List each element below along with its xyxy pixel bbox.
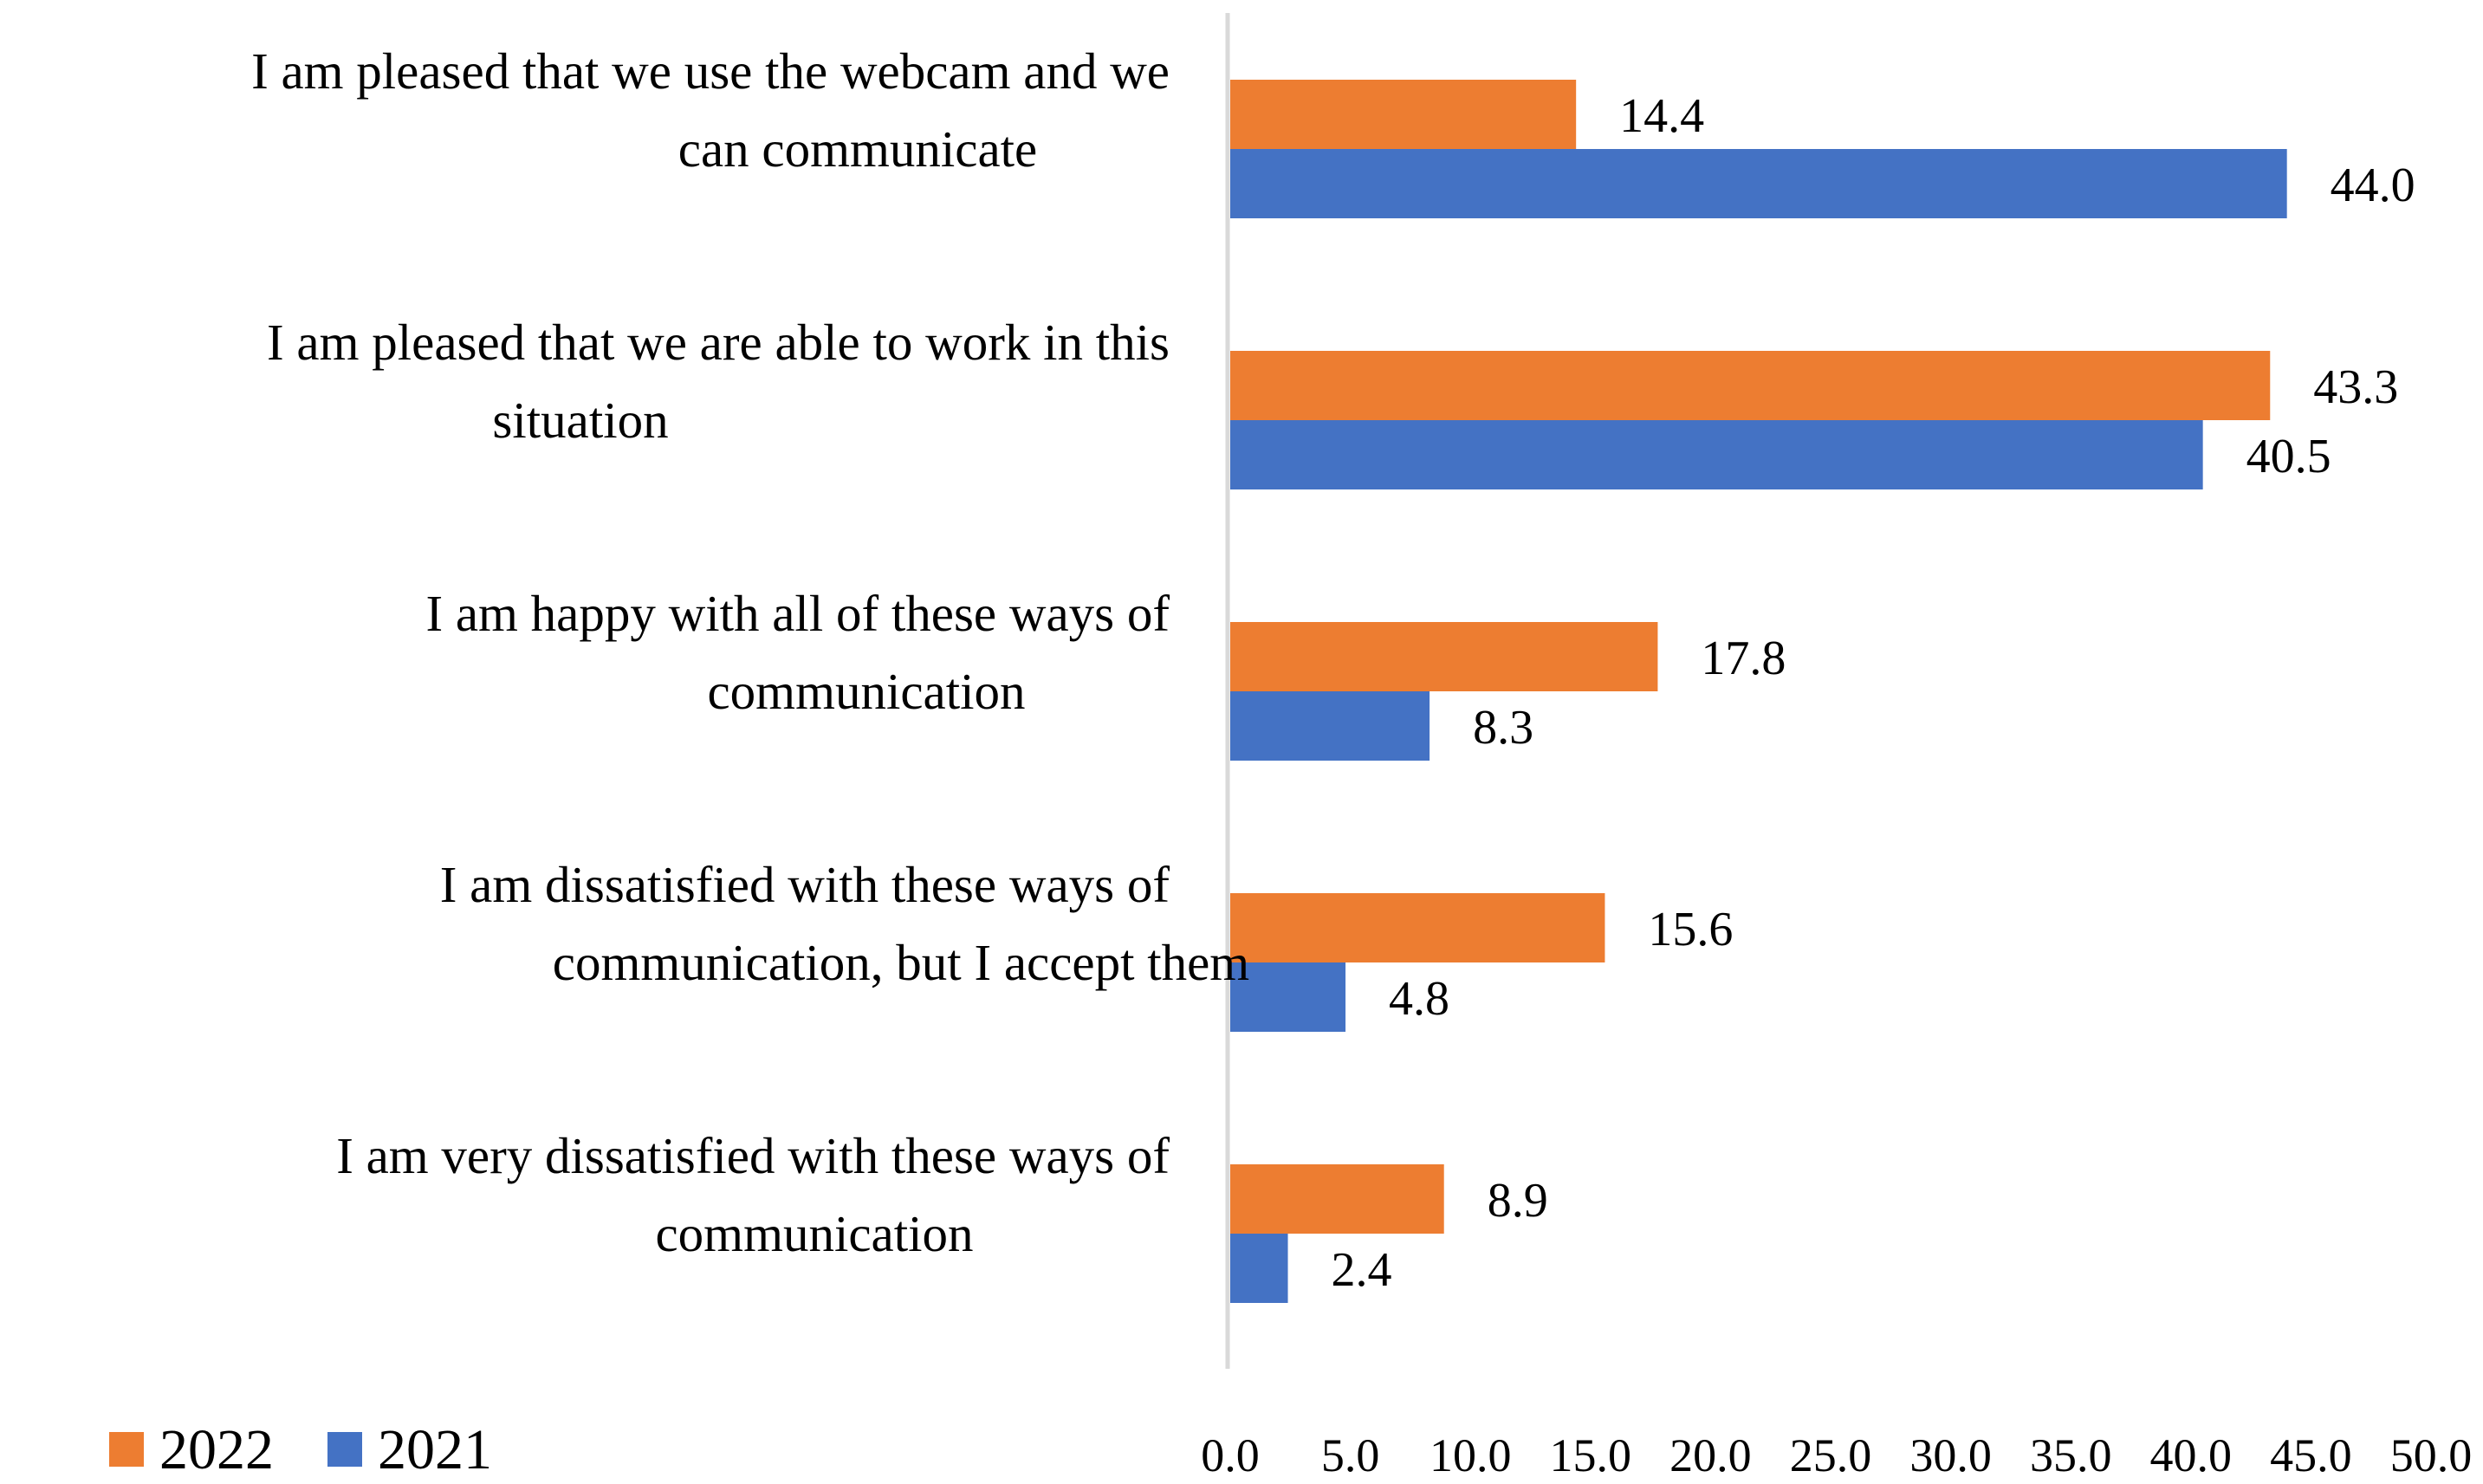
- x-tick-label-10: 45.0: [2270, 1429, 2352, 1481]
- x-tick-label-3: 10.0: [1430, 1429, 1512, 1481]
- legend-label-2022: 2022: [159, 1418, 274, 1481]
- category-label-4-line-1: I am dissatisfied with these ways of: [440, 856, 1170, 913]
- data-label-2021-1: 44.0: [2331, 159, 2415, 212]
- category-label-3-line-2: communication: [707, 663, 1025, 720]
- bar-2021-1: [1230, 149, 2287, 218]
- bar-2021-5: [1230, 1234, 1288, 1303]
- category-label-2-line-1: I am pleased that we are able to work in…: [267, 314, 1170, 371]
- legend-label-2021: 2021: [378, 1418, 492, 1481]
- bar-2021-4: [1230, 962, 1346, 1032]
- category-label-3-line-1: I am happy with all of these ways of: [425, 585, 1170, 642]
- data-label-2022-3: 17.8: [1701, 632, 1786, 685]
- legend-swatch-2022: [109, 1432, 144, 1467]
- x-tick-label-5: 20.0: [1669, 1429, 1752, 1481]
- category-label-1-line-1: I am pleased that we use the webcam and …: [251, 42, 1170, 100]
- data-label-2021-4: 4.8: [1389, 972, 1449, 1026]
- x-tick-label-4: 15.0: [1550, 1429, 1632, 1481]
- legend-swatch-2021: [327, 1432, 362, 1467]
- bar-2022-1: [1230, 80, 1577, 149]
- plot-area: 14.4 44.0 43.3 40.5 17.8 8.3 15.6 4.8 8.9 2.4: [1225, 13, 2415, 1369]
- x-tick-label-6: 25.0: [1790, 1429, 1872, 1481]
- bar-2022-2: [1230, 351, 2271, 420]
- x-tick-label-9: 40.0: [2150, 1429, 2233, 1481]
- category-label-1-line-2: can communicate: [678, 120, 1037, 178]
- bar-2022-5: [1230, 1164, 1444, 1234]
- x-axis: 0.0 5.0 10.0 15.0 20.0 25.0 30.0 35.0 40.0 45.0 50…: [1201, 1429, 2472, 1481]
- data-label-2022-2: 43.3: [2313, 360, 2398, 414]
- category-label-5-line-2: communication: [655, 1205, 973, 1262]
- bar-2021-2: [1230, 420, 2203, 489]
- bar-2022-4: [1230, 893, 1605, 962]
- legend: 2022 2021: [109, 1418, 492, 1481]
- data-label-2022-1: 14.4: [1619, 89, 1704, 143]
- data-label-2021-2: 40.5: [2246, 430, 2331, 483]
- x-tick-label-7: 30.0: [1909, 1429, 1992, 1481]
- bar-2022-3: [1230, 622, 1658, 691]
- data-label-2021-3: 8.3: [1473, 701, 1533, 755]
- data-label-2022-5: 8.9: [1488, 1174, 1548, 1228]
- data-label-2022-4: 15.6: [1648, 903, 1733, 956]
- category-labels: I am pleased that we use the webcam and …: [251, 42, 1249, 1262]
- x-tick-label-1: 0.0: [1201, 1429, 1260, 1481]
- x-tick-label-11: 50.0: [2390, 1429, 2473, 1481]
- x-tick-label-2: 5.0: [1321, 1429, 1380, 1481]
- category-label-2-line-2: situation: [492, 392, 668, 449]
- data-label-2021-5: 2.4: [1332, 1243, 1392, 1297]
- x-tick-label-8: 35.0: [2030, 1429, 2112, 1481]
- bar-2021-3: [1230, 691, 1430, 761]
- category-label-5-line-1: I am very dissatisfied with these ways o…: [336, 1127, 1170, 1184]
- category-label-4-line-2: communication, but I accept them: [553, 934, 1249, 991]
